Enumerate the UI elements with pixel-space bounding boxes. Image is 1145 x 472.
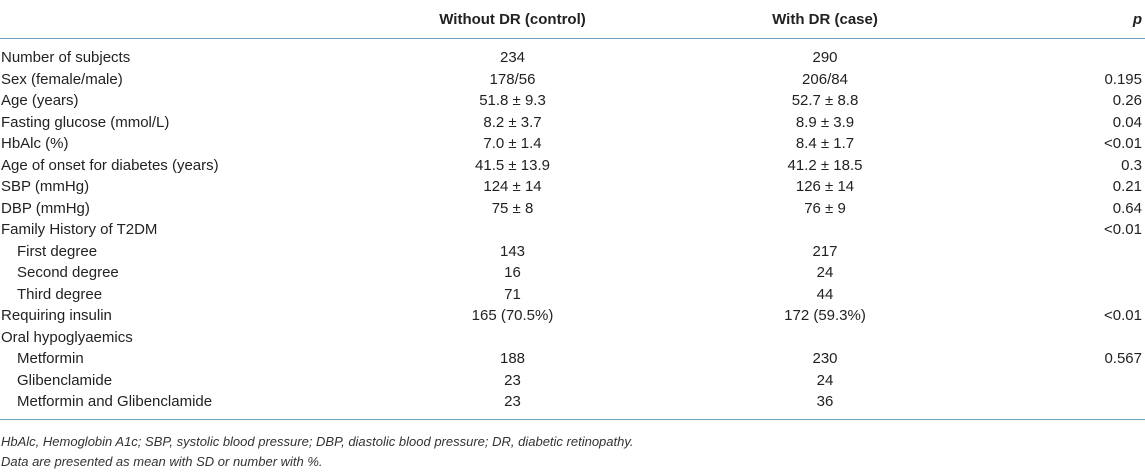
- control-value: 41.5 ± 13.9: [475, 156, 550, 174]
- control-value: [380, 327, 645, 349]
- control-value: [380, 219, 645, 241]
- control-value: 234: [499, 49, 526, 66]
- header-control: Without DR (control): [380, 0, 645, 39]
- characteristics-table: Without DR (control) With DR (case) p Nu…: [0, 0, 1145, 413]
- case-value: 44: [816, 285, 834, 303]
- table-row: Metformin and Glibenclamide 23 36: [0, 391, 1145, 413]
- table-row: Family History of T2DM <0.01: [0, 219, 1145, 241]
- row-label: SBP (mmHg): [1, 178, 90, 195]
- table-row: DBP (mmHg) 75 ± 8 76 ± 9 0.64: [0, 198, 1145, 220]
- spacer-row: [0, 39, 1145, 48]
- case-value: 36: [816, 393, 834, 410]
- case-value: 8.4 ± 1.7: [795, 135, 855, 152]
- table-header: Without DR (control) With DR (case) p: [0, 0, 1145, 39]
- table-bottom-rule: [0, 419, 1145, 420]
- table-footnotes: HbAlc, Hemoglobin A1c; SBP, systolic blo…: [1, 432, 634, 472]
- control-value: 8.2 ± 3.7: [483, 113, 542, 131]
- case-value: [645, 219, 1005, 241]
- p-value: 0.567: [1104, 350, 1142, 367]
- footnote-data-presentation: Data are presented as mean with SD or nu…: [1, 454, 323, 469]
- row-label: Age of onset for diabetes (years): [1, 156, 219, 174]
- case-value: 290: [812, 49, 838, 66]
- row-label: Requiring insulin: [1, 307, 112, 324]
- header-case: With DR (case): [645, 0, 1005, 39]
- row-label: Sex (female/male): [1, 70, 123, 88]
- p-value: 0.64: [1112, 199, 1142, 217]
- table-row: First degree 143 217: [0, 241, 1145, 263]
- table-row: Oral hypoglyaemics: [0, 327, 1145, 349]
- case-value: 172 (59.3%): [784, 307, 866, 324]
- p-value: 0.21: [1112, 178, 1142, 195]
- p-value: [1005, 47, 1145, 69]
- control-value: 51.8 ± 9.3: [479, 92, 546, 109]
- case-value: 8.9 ± 3.9: [795, 113, 855, 131]
- row-label: Number of subjects: [1, 49, 131, 66]
- p-value: <0.01: [1104, 221, 1142, 238]
- row-label: HbAlc (%): [1, 135, 69, 152]
- row-label: DBP (mmHg): [1, 199, 90, 217]
- p-value: 0.195: [1104, 70, 1142, 88]
- row-label: Metformin and Glibenclamide: [17, 393, 213, 410]
- table-row: Third degree 71 44: [0, 284, 1145, 306]
- row-label: First degree: [17, 242, 98, 260]
- table-row: SBP (mmHg) 124 ± 14 126 ± 14 0.21: [0, 176, 1145, 198]
- table-row: Fasting glucose (mmol/L) 8.2 ± 3.7 8.9 ±…: [0, 112, 1145, 134]
- header-variable: [0, 0, 380, 39]
- control-value: 143: [499, 242, 526, 260]
- table-row: Age (years) 51.8 ± 9.3 52.7 ± 8.8 0.26: [0, 90, 1145, 112]
- p-value: 0.26: [1112, 92, 1142, 109]
- case-value: 76 ± 9: [804, 199, 846, 217]
- row-label: Glibenclamide: [17, 371, 113, 389]
- control-value: 16: [504, 264, 521, 281]
- case-value: 230: [812, 350, 838, 367]
- p-value: <0.01: [1104, 307, 1142, 324]
- table-row: HbAlc (%) 7.0 ± 1.4 8.4 ± 1.7 <0.01: [0, 133, 1145, 155]
- case-value: 52.7 ± 8.8: [791, 92, 859, 109]
- case-value: 217: [812, 242, 838, 260]
- row-label: Second degree: [17, 264, 119, 281]
- row-label: Fasting glucose (mmol/L): [1, 113, 170, 131]
- control-value: 75 ± 8: [491, 199, 534, 217]
- header-p-value: p: [1005, 0, 1145, 39]
- table-row: Requiring insulin 165 (70.5%) 172 (59.3%…: [0, 305, 1145, 327]
- p-value: 0.3: [1121, 156, 1142, 174]
- table-row: Age of onset for diabetes (years) 41.5 ±…: [0, 155, 1145, 177]
- table-row: Glibenclamide 23 24: [0, 370, 1145, 392]
- p-value: [1005, 391, 1145, 413]
- table-row: Second degree 16 24: [0, 262, 1145, 284]
- p-value: [1005, 241, 1145, 263]
- case-value: 24: [816, 264, 834, 281]
- row-label: Age (years): [1, 92, 79, 109]
- control-value: 178/56: [489, 70, 536, 88]
- table-row: Sex (female/male) 178/56 206/84 0.195: [0, 69, 1145, 91]
- case-value: 41.2 ± 18.5: [787, 156, 863, 174]
- control-value: 165 (70.5%): [471, 307, 554, 324]
- case-value: 24: [816, 371, 834, 389]
- header-row: Without DR (control) With DR (case) p: [0, 0, 1145, 39]
- control-value: 71: [504, 285, 521, 303]
- case-value: 206/84: [802, 70, 848, 88]
- row-label: Metformin: [17, 350, 84, 367]
- data-table-container: Without DR (control) With DR (case) p Nu…: [0, 0, 1145, 413]
- control-value: 23: [504, 371, 521, 389]
- table-body: Number of subjects 234 290 Sex (female/m…: [0, 39, 1145, 413]
- p-value: 0.04: [1112, 113, 1142, 131]
- control-value: 124 ± 14: [483, 178, 542, 195]
- p-value: [1005, 327, 1145, 349]
- table-row: Metformin 188 230 0.567: [0, 348, 1145, 370]
- p-value: [1005, 284, 1145, 306]
- case-value: 126 ± 14: [795, 178, 855, 195]
- row-label: Oral hypoglyaemics: [1, 328, 133, 346]
- p-value: [1005, 262, 1145, 284]
- case-value: [645, 327, 1005, 349]
- control-value: 7.0 ± 1.4: [483, 135, 542, 152]
- p-value: [1005, 370, 1145, 392]
- table-row: Number of subjects 234 290: [0, 47, 1145, 69]
- footnote-abbreviations: HbAlc, Hemoglobin A1c; SBP, systolic blo…: [1, 434, 634, 449]
- control-value: 188: [499, 350, 526, 367]
- p-value: <0.01: [1104, 135, 1142, 152]
- row-label: Third degree: [17, 285, 103, 303]
- control-value: 23: [504, 393, 521, 410]
- row-label: Family History of T2DM: [1, 221, 158, 238]
